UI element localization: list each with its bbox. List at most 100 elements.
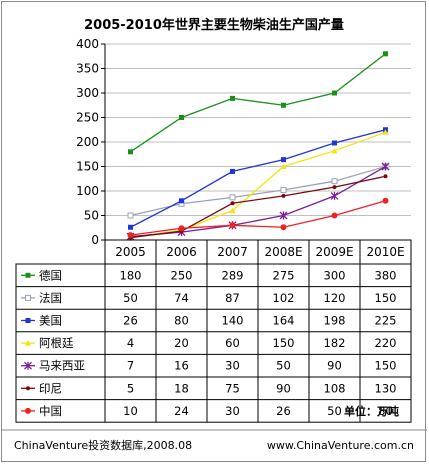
legend-label: 法国 — [39, 291, 62, 305]
data-point — [279, 211, 288, 220]
series-0 — [128, 51, 388, 155]
data-point — [280, 224, 287, 231]
data-point — [128, 224, 133, 230]
data-point — [25, 318, 31, 323]
y-tick-label: 300 — [76, 86, 99, 100]
table-row-4: 马来西亚 7 16 30 50 90 150 — [21, 359, 396, 373]
data-table: 2005 2006 2007 2008E 2009E 2010E 德国 180 250 289 27… — [15, 239, 412, 423]
data-value: 80 — [378, 404, 393, 418]
table-row-0: 德国 180 250 289 275 300 380 — [21, 268, 396, 282]
data-value: 18 — [174, 381, 189, 395]
data-point — [381, 162, 390, 171]
data-value: 220 — [375, 336, 397, 350]
footer-source: ChinaVenture投资数据库,2008.08 — [14, 438, 192, 452]
data-value: 50 — [276, 359, 291, 373]
legend-label: 印尼 — [39, 381, 62, 395]
data-point — [25, 340, 31, 346]
data-point — [230, 95, 235, 101]
data-value: 300 — [324, 268, 346, 282]
data-value: 380 — [375, 268, 397, 282]
data-point — [25, 272, 31, 278]
series-3 — [127, 129, 389, 241]
data-value: 90 — [327, 359, 342, 373]
data-point — [229, 207, 236, 214]
data-point — [26, 386, 30, 391]
data-value: 130 — [375, 381, 397, 395]
data-value: 164 — [273, 314, 295, 328]
y-tick-label: 150 — [76, 160, 99, 174]
series-line — [130, 200, 386, 236]
data-point — [229, 222, 236, 229]
data-value: 10 — [123, 404, 138, 418]
data-value: 182 — [324, 336, 346, 350]
data-value: 225 — [375, 314, 397, 328]
data-point — [332, 90, 337, 96]
series-line — [130, 175, 386, 239]
data-value: 5 — [127, 381, 134, 395]
x-tick-label: 2008E — [264, 245, 302, 259]
data-value: 50 — [327, 404, 342, 418]
series-6 — [127, 197, 389, 239]
y-tick-label: 50 — [84, 209, 99, 223]
data-value: 180 — [120, 268, 142, 282]
x-tick-label: 2007 — [217, 245, 248, 259]
data-value: 80 — [174, 314, 189, 328]
y-tick-label: 0 — [91, 233, 99, 247]
data-point — [179, 198, 184, 204]
y-tick-label: 200 — [76, 135, 99, 149]
series-line — [130, 53, 386, 153]
data-value: 87 — [225, 291, 240, 305]
plot-area: 0 50 100 150 200 250 300 350 400 — [76, 37, 412, 247]
x-tick-label: 2005 — [115, 245, 146, 259]
data-value: 75 — [225, 381, 240, 395]
series-4 — [126, 162, 390, 241]
table-row-3: 阿根廷 4 20 60 150 182 220 — [21, 336, 396, 350]
data-value: 198 — [324, 314, 346, 328]
unit-label: 单位：万吨 — [344, 404, 399, 418]
x-tick-label: 2009E — [315, 245, 353, 259]
table-row-1: 法国 50 74 87 102 120 150 — [21, 291, 396, 305]
data-point — [281, 157, 286, 163]
y-tick-label: 400 — [76, 37, 99, 51]
data-point — [25, 294, 31, 301]
data-value: 275 — [273, 268, 295, 282]
footer-website: www.ChinaVenture.com.cn — [267, 439, 414, 452]
data-value: 24 — [174, 404, 189, 418]
y-tick-label: 100 — [76, 184, 99, 198]
data-point — [281, 193, 286, 198]
data-point — [25, 407, 31, 414]
data-point — [330, 191, 339, 200]
data-value: 26 — [276, 404, 291, 418]
data-point — [280, 163, 287, 169]
data-point — [127, 232, 134, 239]
data-value: 50 — [123, 291, 138, 305]
legend-label: 中国 — [39, 404, 62, 418]
data-point — [332, 185, 337, 190]
data-value: 289 — [222, 268, 244, 282]
data-point — [230, 201, 235, 206]
data-value: 150 — [273, 336, 295, 350]
data-value: 108 — [324, 381, 346, 395]
data-point — [280, 187, 287, 194]
table-row-2: 美国 26 80 140 164 198 225 — [21, 314, 396, 328]
table-body-box — [15, 263, 412, 423]
series-2 — [128, 127, 388, 230]
data-value: 74 — [174, 291, 189, 305]
data-point — [331, 147, 338, 154]
data-point — [178, 225, 185, 232]
data-value: 4 — [127, 336, 134, 350]
x-tick-label: 2006 — [166, 245, 197, 259]
legend-label: 马来西亚 — [39, 359, 85, 373]
data-value: 250 — [171, 268, 193, 282]
data-value: 7 — [127, 359, 134, 373]
data-point — [229, 194, 236, 201]
data-point — [382, 197, 389, 204]
data-point — [383, 51, 388, 57]
data-value: 30 — [225, 359, 240, 373]
series-line — [130, 129, 386, 228]
data-value: 20 — [174, 336, 189, 350]
table-row-5: 印尼 5 18 75 90 108 130 — [21, 381, 396, 395]
table-row-6: 中国 10 24 30 26 50 80 — [21, 404, 393, 418]
